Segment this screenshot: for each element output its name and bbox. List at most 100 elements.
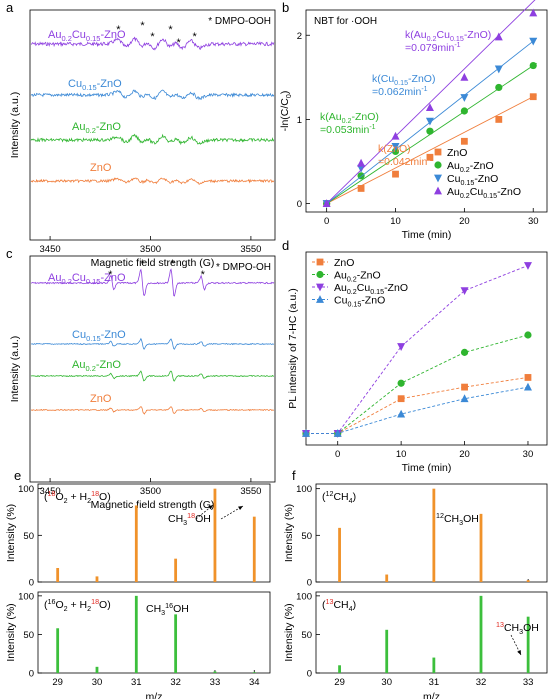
label-part: 2 xyxy=(87,605,91,613)
data-point xyxy=(426,127,434,135)
label-part: ( xyxy=(322,491,326,503)
plot-frame xyxy=(37,591,271,674)
series-label: Cu0.15-ZnO xyxy=(68,78,122,92)
label-part: -ZnO xyxy=(497,186,521,198)
label-part: k(Cu xyxy=(372,73,394,85)
rate-label: k(ZnO) xyxy=(378,143,411,155)
data-point xyxy=(523,262,532,270)
data-point xyxy=(426,153,434,161)
plot-frame xyxy=(305,251,548,446)
x-tick-label: 33 xyxy=(523,677,534,688)
rate-value: =0.062min-1 xyxy=(372,86,428,98)
plot-frame xyxy=(37,483,271,583)
x-tick-label: 30 xyxy=(92,677,103,688)
rate-value: =0.053min-1 xyxy=(320,124,376,136)
series-label: Au0.2-ZnO xyxy=(72,121,121,135)
y-tick-label: 50 xyxy=(23,630,34,641)
data-point xyxy=(357,158,366,167)
label-part: 0.2 xyxy=(347,276,357,284)
plot-frame xyxy=(29,255,276,483)
x-tick-label: 10 xyxy=(396,449,407,460)
label-part: 0.2 xyxy=(460,192,470,200)
label-part: 12 xyxy=(436,512,444,520)
x-tick-label: 30 xyxy=(528,216,539,227)
data-point xyxy=(529,8,538,17)
label-part: O) xyxy=(99,599,111,611)
legend-marker xyxy=(434,161,442,169)
label-part: Cu xyxy=(334,295,348,307)
label-part: -ZnO xyxy=(361,295,385,307)
legend-label: Au0.2-ZnO xyxy=(447,160,494,174)
label-part: 0.15 xyxy=(460,179,474,187)
x-tick-label: 31 xyxy=(429,677,440,688)
x-tick-label: 3450 xyxy=(40,244,61,255)
bar xyxy=(174,558,178,582)
rate-label: k(Au0.2-ZnO) xyxy=(320,111,379,125)
data-point xyxy=(302,429,310,437)
bar xyxy=(213,488,217,582)
label-part: 0.15 xyxy=(370,288,384,296)
y-axis-label: Intensity (%) xyxy=(5,504,17,562)
label-part: -ZnO xyxy=(384,282,408,294)
label-part: 0.2 xyxy=(61,34,71,43)
rate-label: k(Cu0.15-ZnO) xyxy=(372,73,435,87)
label-part: ) xyxy=(353,491,357,503)
y-tick-label: 100 xyxy=(296,591,312,602)
panel-label: a xyxy=(6,0,14,15)
data-point xyxy=(494,32,503,41)
bar xyxy=(174,614,178,673)
x-tick-label: 30 xyxy=(381,677,392,688)
label-part: CH xyxy=(444,513,459,525)
label-part: CH xyxy=(168,513,183,525)
y-axis-label: Intensity (a.u.) xyxy=(9,92,21,159)
x-tick-label: 29 xyxy=(334,677,345,688)
label-part: 0.2 xyxy=(85,364,95,373)
y-tick-label: 50 xyxy=(301,531,312,542)
label-part: O xyxy=(55,599,63,611)
bar xyxy=(479,513,483,582)
bar xyxy=(95,666,99,673)
bar xyxy=(252,672,256,673)
series-line xyxy=(306,376,529,434)
data-point xyxy=(529,37,538,46)
bar xyxy=(385,629,389,673)
data-point xyxy=(460,107,468,115)
data-point xyxy=(392,170,399,178)
data-point xyxy=(524,331,532,339)
label-part: 0.2 xyxy=(347,288,357,296)
label-part: 13 xyxy=(496,621,504,629)
x-tick-label: 3550 xyxy=(240,486,261,497)
label-part: Au xyxy=(72,359,85,371)
x-tick-label: 34 xyxy=(249,677,260,688)
condition-label: (13CH4) xyxy=(322,598,356,613)
x-tick-label: 32 xyxy=(170,677,181,688)
label-part: 0.15 xyxy=(82,83,97,92)
label-part: 0.2 xyxy=(342,117,352,125)
plot-frame xyxy=(315,591,548,674)
data-point xyxy=(391,131,400,140)
peak-marker: * xyxy=(193,31,198,43)
label-part: OH xyxy=(463,513,479,525)
label-part: 18 xyxy=(187,512,195,520)
label-part: CH xyxy=(504,622,519,634)
data-point xyxy=(397,409,406,418)
legend-label: Au0.2-ZnO xyxy=(334,270,381,284)
data-point xyxy=(397,395,405,403)
label-part: 0.15 xyxy=(347,301,361,309)
x-tick-label: 30 xyxy=(523,449,534,460)
legend-marker xyxy=(434,148,442,156)
spectrum-line xyxy=(30,133,275,146)
x-tick-label: 3500 xyxy=(140,486,161,497)
label-part: Cu xyxy=(437,29,451,41)
spectrum-line xyxy=(30,370,275,382)
data-point xyxy=(425,117,434,126)
rate-value: =0.042min-1 xyxy=(378,156,434,168)
panel-label: e xyxy=(14,468,21,483)
legend-label: ZnO xyxy=(447,147,467,159)
label-part: k(Au xyxy=(320,111,342,123)
bar xyxy=(252,516,256,582)
label-part: -ZnO xyxy=(474,173,498,185)
label-part: 0.2 xyxy=(427,35,437,43)
data-point xyxy=(322,199,331,207)
rate-label: k(Au0.2Cu0.15-ZnO) xyxy=(405,29,491,43)
